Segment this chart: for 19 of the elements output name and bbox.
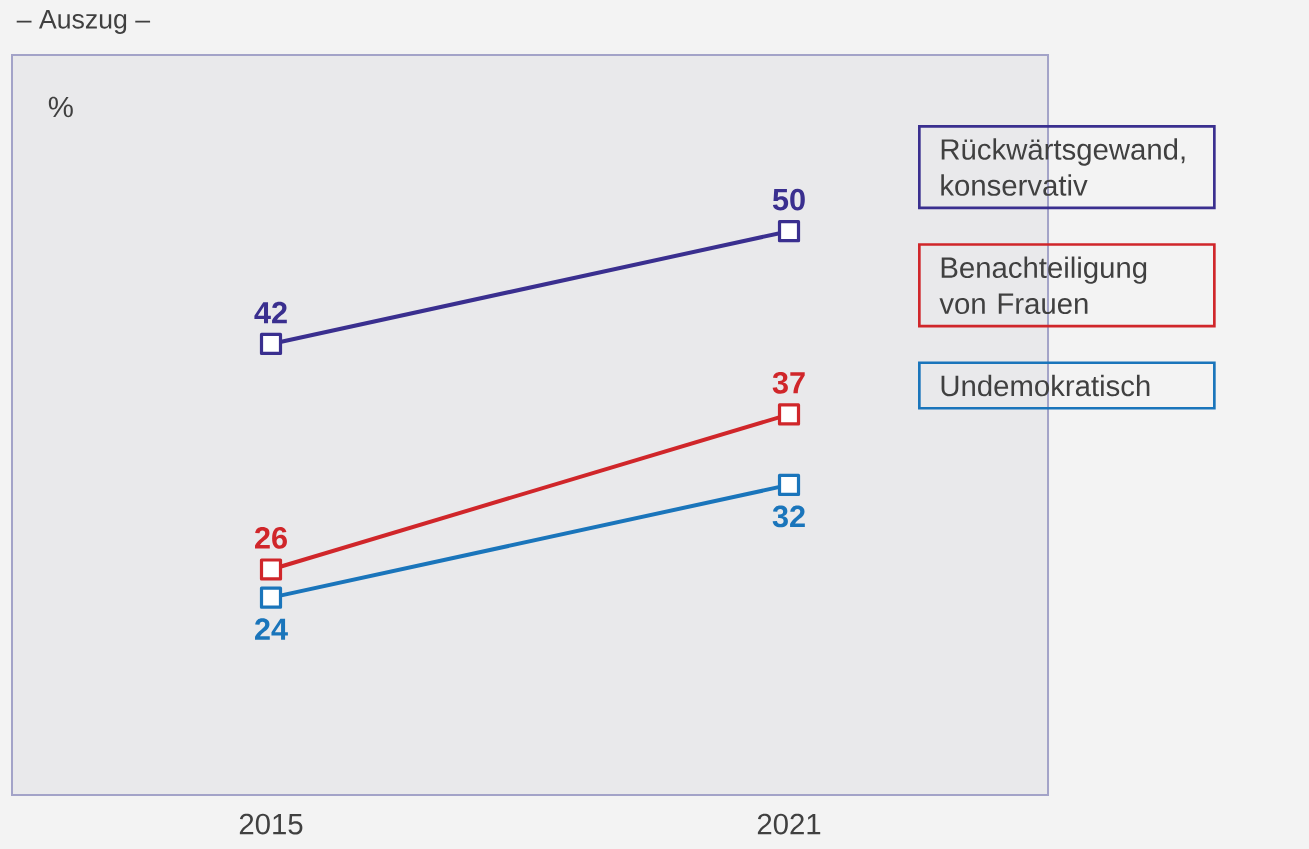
text: Rückwärtsgewand, konservativ <box>941 138 1185 196</box>
data-label: 50 <box>772 188 805 211</box>
text: Benachteiligung von Frauen <box>939 256 1147 315</box>
data-label: 26 <box>255 527 287 549</box>
x-tick-label: 2021 <box>757 813 821 835</box>
point <box>259 558 283 581</box>
point <box>777 473 801 496</box>
chart-title: – Auszug – <box>16 10 151 34</box>
point <box>259 586 283 609</box>
point <box>777 220 801 243</box>
x-tick-label: 2015 <box>239 813 303 835</box>
y-axis-title: % <box>48 96 73 118</box>
text: Undemokratisch <box>941 374 1150 397</box>
data-label: 42 <box>254 301 287 324</box>
data-label: 32 <box>772 505 805 528</box>
data-label: 24 <box>255 618 288 640</box>
data-label: 37 <box>772 371 805 394</box>
point <box>777 403 801 426</box>
point <box>259 332 283 356</box>
